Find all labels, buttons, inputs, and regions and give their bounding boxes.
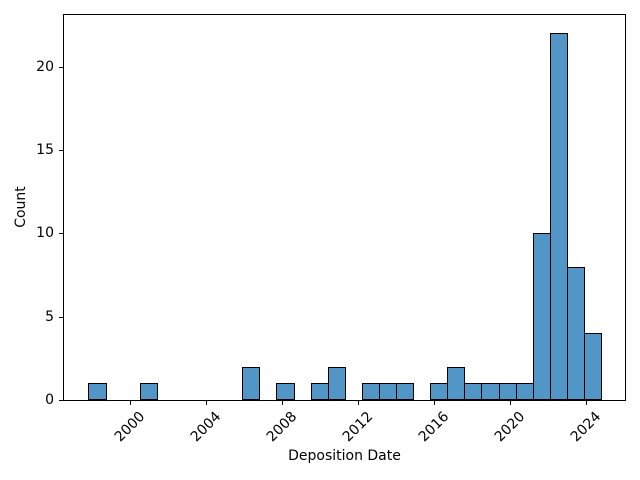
x-tick-mark — [206, 401, 207, 405]
y-tick-mark — [59, 400, 63, 401]
histogram-bar — [242, 367, 260, 400]
x-tick-label: 2004 — [187, 408, 225, 446]
histogram-bar — [328, 367, 346, 400]
histogram-bar — [499, 383, 517, 400]
x-tick-label: 2016 — [415, 408, 453, 446]
bars-layer — [64, 15, 625, 400]
histogram-bar — [567, 267, 585, 400]
y-tick-label: 5 — [45, 309, 54, 325]
x-tick-mark — [434, 401, 435, 405]
plot-area — [63, 14, 626, 401]
x-tick-label: 2012 — [339, 408, 377, 446]
y-tick-label: 10 — [36, 225, 54, 241]
x-tick-label: 2008 — [263, 408, 301, 446]
histogram-bar — [362, 383, 380, 400]
y-tick-label: 15 — [36, 142, 54, 158]
histogram-bar — [516, 383, 534, 400]
histogram-bar — [481, 383, 500, 400]
histogram-bar — [396, 383, 414, 400]
histogram-bar — [584, 333, 602, 400]
y-tick-mark — [59, 150, 63, 151]
histogram-bar — [447, 367, 465, 400]
y-axis-label: Count — [13, 186, 29, 228]
histogram-bar — [430, 383, 448, 400]
histogram-bar — [88, 383, 107, 400]
histogram-bar — [550, 33, 568, 400]
histogram-bar — [533, 233, 551, 400]
histogram-bar — [140, 383, 158, 400]
histogram-bar — [311, 383, 329, 400]
histogram-bar — [464, 383, 482, 400]
x-tick-label: 2000 — [111, 408, 149, 446]
x-tick-mark — [130, 401, 131, 405]
y-tick-label: 20 — [36, 59, 54, 75]
x-tick-label: 2024 — [567, 408, 605, 446]
y-tick-label: 0 — [45, 392, 54, 408]
y-tick-mark — [59, 317, 63, 318]
x-tick-mark — [510, 401, 511, 405]
x-tick-mark — [358, 401, 359, 405]
y-tick-mark — [59, 233, 63, 234]
histogram-bar — [276, 383, 295, 400]
x-tick-mark — [282, 401, 283, 405]
histogram-bar — [379, 383, 397, 400]
x-tick-label: 2020 — [491, 408, 529, 446]
y-tick-mark — [59, 67, 63, 68]
x-tick-mark — [586, 401, 587, 405]
x-axis-label: Deposition Date — [288, 448, 401, 464]
